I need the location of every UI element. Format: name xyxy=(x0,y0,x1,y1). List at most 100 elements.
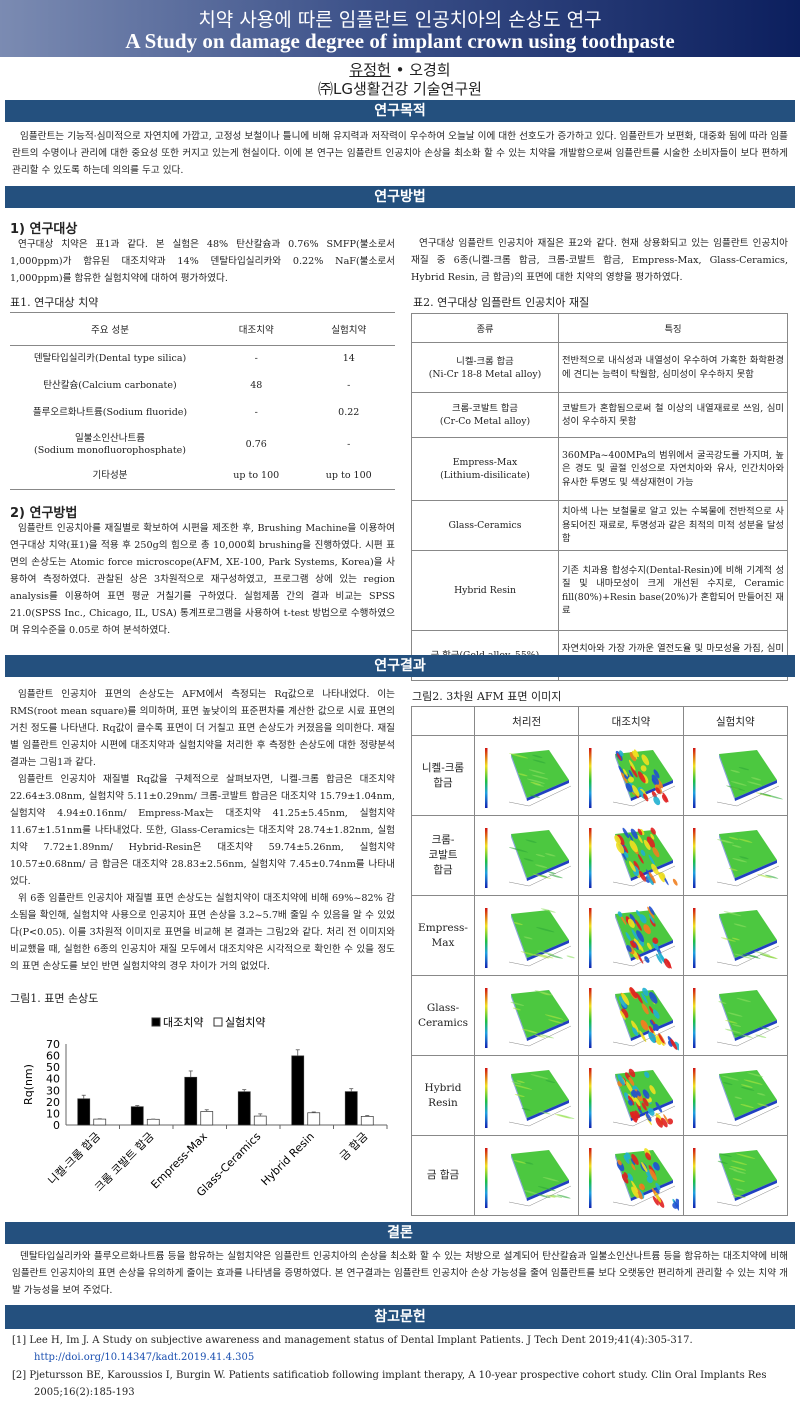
afm-row-label: 금 합금 xyxy=(411,1135,475,1216)
afm-image-before xyxy=(473,975,580,1056)
t1-header: 대조치약 xyxy=(210,312,303,346)
afm-surface-image xyxy=(588,747,676,808)
afm-surface-image xyxy=(588,1067,676,1128)
afm-image-control xyxy=(578,1135,684,1216)
bar-control xyxy=(184,1076,198,1126)
t2-description: 전반적으로 내식성과 내열성이 우수하여 가혹한 화학환경에 견디는 능력이 탁… xyxy=(558,342,788,393)
reference-2: [2] Pjetursson BE, Karoussios I, Burgin … xyxy=(12,1370,767,1398)
section-conclusion-title: 결론 xyxy=(5,1222,795,1244)
results-paragraph: 임플란트 인공치아 표면의 손상도는 AFM에서 측정되는 Rq값으로 나타내었… xyxy=(10,689,395,768)
section-purpose-title: 연구목적 xyxy=(5,100,795,122)
reference-1: [1] Lee H, Im J. A Study on subjective a… xyxy=(12,1332,792,1366)
afm-image-before xyxy=(473,815,580,896)
afm-surface-image xyxy=(693,827,780,888)
y-tick-label: 30 xyxy=(46,1084,60,1097)
legend-label: 실험치약 xyxy=(225,1015,265,1029)
y-tick-label: 60 xyxy=(46,1050,60,1063)
t2-description: 코발트가 혼합됨으로써 철 이상의 내열재료로 쓰임, 심미성이 우수하지 못함 xyxy=(558,392,788,438)
afm-surface-image xyxy=(588,986,679,1050)
results-paragraph: 위 6종 임플란트 인공치아 재질별 표면 손상도는 실험치약이 대조치약에 비… xyxy=(10,893,395,972)
afm-image-before xyxy=(473,1135,580,1216)
bar-experimental xyxy=(146,1118,160,1126)
affiliation: ㈜LG생활건강 기술연구원 xyxy=(318,80,482,98)
afm-row-label: Glass- Ceramics xyxy=(411,975,475,1056)
bar-control xyxy=(344,1091,358,1126)
afm-image-control xyxy=(578,1055,684,1136)
t1-cell: 14 xyxy=(342,353,355,365)
t1-cell: up to 100 xyxy=(210,462,303,490)
x-tick-label: 니켈-크롬 합금 xyxy=(45,1130,102,1187)
afm-row-label: Hybrid Resin xyxy=(411,1055,475,1136)
afm-surface-image xyxy=(693,747,784,808)
afm-surface-image xyxy=(484,987,571,1048)
t1-header: 실험치약 xyxy=(302,312,395,346)
fig1-caption: 그림1. 표면 손상도 xyxy=(10,992,99,1005)
afm-surface-image xyxy=(693,987,780,1048)
bar-experimental xyxy=(93,1118,107,1126)
t2-row: Empress-Max (Lithium-disilicate) 360MPa~4… xyxy=(411,437,788,501)
y-tick-label: 40 xyxy=(46,1073,60,1086)
bar-experimental xyxy=(360,1116,374,1126)
afm-image-before xyxy=(473,895,580,976)
material-text: 연구대상 임플란트 인공치아 재질은 표2와 같다. 현재 상용화되고 있는 임… xyxy=(411,238,788,283)
bar-control xyxy=(130,1106,144,1126)
afm-row: 크롬- 코발트 합금 xyxy=(411,815,789,896)
t1-cell: 기타성분 xyxy=(10,462,210,490)
author-second: 오경희 xyxy=(409,61,451,79)
t2-description: 기존 치과용 합성수지(Dental-Resin)에 비해 기계적 성질 및 내… xyxy=(558,550,788,631)
t1-cell: 플루오르화나트륨(Sodium fluoride) xyxy=(32,407,188,418)
afm-row: Empress- Max xyxy=(411,895,789,976)
conclusion-text: 덴탈타입실리카와 플루오르화나트륨 등을 함유하는 실험치약은 임플란트 인공치… xyxy=(12,1251,788,1296)
afm-row: 니켈-크롬 합금 xyxy=(411,735,789,816)
t2-material: Hybrid Resin xyxy=(411,550,559,631)
x-tick-label: 금 합금 xyxy=(337,1130,370,1163)
fig2-caption: 그림2. 3차원 AFM 표면 이미지 xyxy=(412,690,562,703)
afm-image-control xyxy=(578,735,684,816)
afm-surface-image xyxy=(484,747,571,808)
y-tick-label: 20 xyxy=(46,1096,60,1109)
t1-header: 주요 성분 xyxy=(10,312,210,346)
afm-surface-image xyxy=(484,907,575,968)
legend-swatch xyxy=(213,1017,223,1027)
author-separator: • xyxy=(390,61,410,79)
method-text: 임플란트 인공치아를 재질별로 확보하여 시편을 제조한 후, Brushing… xyxy=(10,523,395,636)
x-tick-label: Hybrid Resin xyxy=(259,1130,317,1188)
afm-image-experimental xyxy=(682,735,789,816)
t2-header: 특징 xyxy=(558,313,788,343)
afm-row: Hybrid Resin xyxy=(411,1055,789,1136)
section-references-title: 참고문헌 xyxy=(5,1305,795,1329)
y-tick-label: 10 xyxy=(46,1107,60,1120)
t3-header: 처리전 xyxy=(473,706,580,736)
afm-image-experimental xyxy=(682,895,789,976)
t2-row: 크롬-코발트 합금 (Cr-Co Metal alloy) 코발트가 혼합됨으로써… xyxy=(411,392,788,438)
afm-image-table: 처리전 대조치약 실험치약 니켈-크롬 합금 크롬- 코발트 합금 Empress- M… xyxy=(411,706,789,1216)
t1-cell: 0.22 xyxy=(338,407,360,418)
afm-row-label: 니켈-크롬 합금 xyxy=(411,735,475,816)
t1-cell: - xyxy=(254,353,258,365)
afm-image-experimental xyxy=(682,975,789,1056)
t2-material: 크롬-코발트 합금 (Cr-Co Metal alloy) xyxy=(411,392,559,438)
t1-cell: 일불소인산나트륨 (Sodium monofluorophosphate) xyxy=(33,432,186,456)
t1-row: 덴탈타입실리카(Dental type silica) - 14 xyxy=(10,346,395,373)
t3-header: 대조치약 xyxy=(578,706,684,736)
t1-cell: - xyxy=(347,438,351,450)
afm-surface-image xyxy=(693,1067,780,1128)
t1-row: 탄산칼슘(Calcium carbonate) 48 - xyxy=(10,373,395,400)
t1-cell: 탄산칼슘(Calcium carbonate) xyxy=(43,380,177,391)
t1-row: 일불소인산나트륨 (Sodium monofluorophosphate) 0.7… xyxy=(10,427,395,463)
results-text: 임플란트 인공치아 표면의 손상도는 AFM에서 측정되는 Rq값으로 나타내었… xyxy=(10,686,395,975)
table2-caption: 표2. 연구대상 임플란트 인공치아 재질 xyxy=(413,296,590,309)
t2-material: Glass-Ceramics xyxy=(411,500,559,551)
purpose-text: 임플란트는 기능적·심미적으로 자연치에 가깝고, 고정성 보철이나 틀니에 비… xyxy=(12,131,788,176)
afm-surface-image xyxy=(484,1067,575,1128)
afm-row-label: Empress- Max xyxy=(411,895,475,976)
y-tick-label: 0 xyxy=(53,1119,60,1132)
afm-image-before xyxy=(473,1055,580,1136)
t3-corner xyxy=(411,706,475,736)
afm-row: 금 합금 xyxy=(411,1135,789,1216)
afm-image-before xyxy=(473,735,580,816)
afm-image-control xyxy=(578,895,684,976)
reference-link[interactable]: http://doi.org/10.14347/kadt.2019.41.4.3… xyxy=(34,1352,255,1363)
t2-row: Glass-Ceramics 치아색 나는 보철물로 알고 있는 수복물에 전반적… xyxy=(411,500,788,551)
